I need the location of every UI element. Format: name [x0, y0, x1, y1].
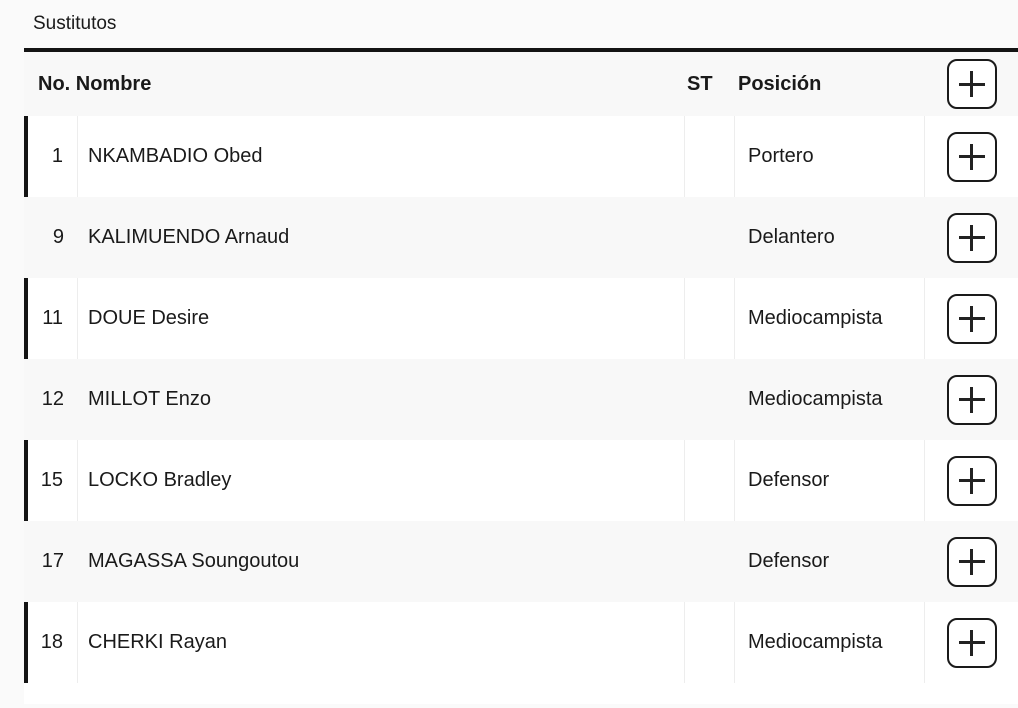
player-number: 1 [24, 116, 78, 197]
player-name: DOUE Desire [78, 278, 685, 359]
plus-icon [958, 467, 985, 494]
player-name: KALIMUENDO Arnaud [88, 226, 290, 248]
add-player-button[interactable] [946, 131, 997, 182]
add-player-button[interactable] [946, 617, 997, 668]
header-add-cell [925, 59, 1018, 109]
table-row: 1 NKAMBADIO Obed Portero [24, 116, 1018, 197]
table-row: 12 MILLOT Enzo Mediocampista [24, 359, 1018, 440]
player-name: LOCKO Bradley [78, 440, 685, 521]
plus-icon [958, 71, 985, 97]
row-add-cell [925, 536, 1018, 587]
table-body: 1 NKAMBADIO Obed Portero 9 KALIMUENDO Ar… [24, 116, 1018, 683]
player-number: 11 [24, 278, 78, 359]
row-add-cell [925, 131, 1018, 182]
player-position: Defensor [748, 550, 830, 572]
section-title: Sustitutos [33, 13, 117, 34]
player-st [685, 116, 735, 197]
plus-icon [958, 305, 985, 332]
player-position: Mediocampista [748, 388, 883, 410]
player-st [685, 521, 735, 602]
player-position: Portero [735, 116, 925, 197]
player-name: NKAMBADIO Obed [78, 116, 685, 197]
row-accent-bar [24, 116, 28, 197]
add-player-button[interactable] [946, 536, 997, 587]
add-player-button[interactable] [946, 212, 997, 263]
column-header-number-name: No. Nombre [38, 72, 152, 95]
player-number: 15 [24, 440, 78, 521]
player-st [685, 440, 735, 521]
row-add-cell [925, 455, 1018, 506]
player-position: Defensor [735, 440, 925, 521]
plus-icon [958, 386, 985, 413]
row-accent-bar [24, 440, 28, 521]
player-st [685, 278, 735, 359]
section-title-bar: Sustitutos [0, 0, 1018, 48]
column-header-st: ST [687, 72, 713, 95]
substitutes-table: No. Nombre ST Posición 1 NKAMBADIO Obed … [24, 48, 1018, 704]
plus-icon [958, 548, 985, 575]
player-number: 12 [41, 388, 64, 410]
add-player-button[interactable] [946, 374, 997, 425]
table-row: 9 KALIMUENDO Arnaud Delantero [24, 197, 1018, 278]
player-name: MAGASSA Soungoutou [88, 550, 300, 572]
row-add-cell [925, 293, 1018, 344]
player-position: Mediocampista [735, 278, 925, 359]
row-add-cell [925, 617, 1018, 668]
row-accent-bar [24, 602, 28, 683]
player-name: CHERKI Rayan [78, 602, 685, 683]
player-number: 17 [41, 550, 64, 572]
add-player-button[interactable] [946, 455, 997, 506]
row-add-cell [925, 374, 1018, 425]
table-row: 11 DOUE Desire Mediocampista [24, 278, 1018, 359]
add-all-button[interactable] [946, 59, 997, 109]
table-header-row: No. Nombre ST Posición [24, 52, 1018, 116]
plus-icon [958, 629, 985, 656]
player-position: Delantero [748, 226, 835, 248]
row-add-cell [925, 212, 1018, 263]
plus-icon [958, 143, 985, 170]
row-accent-bar [24, 278, 28, 359]
player-number: 18 [24, 602, 78, 683]
player-st [685, 197, 735, 278]
plus-icon [958, 224, 985, 251]
table-row: 18 CHERKI Rayan Mediocampista [24, 602, 1018, 683]
player-number: 9 [52, 226, 64, 248]
column-header-position: Posición [738, 72, 822, 95]
player-position: Mediocampista [735, 602, 925, 683]
add-player-button[interactable] [946, 293, 997, 344]
table-row: 15 LOCKO Bradley Defensor [24, 440, 1018, 521]
table-row: 17 MAGASSA Soungoutou Defensor [24, 521, 1018, 602]
player-st [685, 602, 735, 683]
player-name: MILLOT Enzo [88, 388, 212, 410]
player-st [685, 359, 735, 440]
